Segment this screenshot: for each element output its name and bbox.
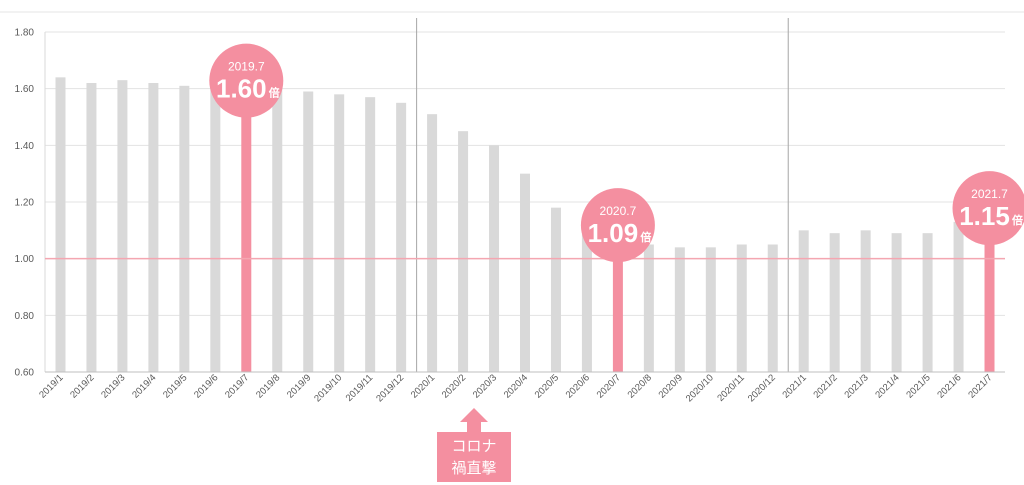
bar [953,221,964,372]
bar [550,207,561,372]
bar [705,247,716,372]
bubble-date: 2019.7 [228,60,265,74]
bubble-date: 2021.7 [971,187,1008,201]
bar [86,83,97,372]
x-tick-label: 2021/2 [811,372,839,400]
annotation-bubble: 2021.71.15 倍 [952,171,1024,246]
bar [736,244,747,372]
x-tick-label: 2019/8 [254,372,282,400]
x-tick-label: 2019/4 [130,372,158,400]
bar [396,102,407,372]
bar [148,83,159,372]
x-tick-label: 2019/2 [68,372,96,400]
bar [798,230,809,372]
x-tick-label: 2021/4 [873,372,901,400]
highlight-bar [241,88,252,373]
x-tick-label: 2020/1 [409,372,437,400]
x-tick-label: 2021/1 [781,372,809,400]
x-tick-label: 2019/10 [312,372,344,404]
x-tick-label: 2019/12 [374,372,406,404]
x-tick-label: 2021/7 [966,372,994,400]
y-tick-label: 1.00 [15,254,35,265]
bar [458,131,469,372]
bubble-value: 1.15 [959,201,1010,231]
x-tick-label: 2019/5 [161,372,189,400]
bar [55,77,66,372]
x-tick-label: 2021/5 [904,372,932,400]
x-tick-label: 2019/1 [37,372,65,400]
bubble-value: 1.09 [588,218,639,248]
callout-arrow-icon [460,408,488,422]
annotation-bubble: 2019.71.60 倍 [209,43,284,118]
annotation-bubble: 2020.71.09 倍 [580,188,655,263]
bubble-date: 2020.7 [600,204,637,218]
x-tick-label: 2020/11 [715,372,747,404]
bar [427,114,438,373]
bar [767,244,778,372]
bar [179,85,190,372]
bubble-unit: 倍 [1012,213,1023,227]
x-tick-label: 2020/3 [471,372,499,400]
bubble-circle [209,43,284,118]
bars [55,77,995,373]
bar [829,233,840,372]
bubble-unit: 倍 [269,86,280,100]
x-tick-label: 2021/6 [935,372,963,400]
y-tick-label: 0.60 [15,368,35,379]
callout-line-1: コロナ [451,437,497,455]
y-tick-label: 0.80 [15,311,35,322]
y-axis: 0.60 0.80 1.00 1.20 1.40 1.60 1.80 [15,28,46,379]
y-tick-label: 1.60 [15,84,35,95]
bubble-unit: 倍 [640,230,651,244]
x-tick-label: 2020/2 [440,372,468,400]
y-tick-label: 1.20 [15,198,35,209]
highlight-bar [612,233,623,372]
x-tick-label: 2020/10 [684,372,716,404]
bar [272,88,283,373]
x-tick-label: 2020/9 [657,372,685,400]
bubble-circle [952,171,1024,246]
x-tick-label: 2019/3 [99,372,127,400]
x-tick-label: 2020/4 [502,372,530,400]
x-tick-label: 2021/3 [842,372,870,400]
bar [334,94,345,372]
year-dividers [416,18,789,372]
x-tick-label: 2019/9 [285,372,313,400]
x-tick-label: 2020/8 [626,372,654,400]
bar [922,233,933,372]
x-tick-label: 2020/12 [746,372,778,404]
bar [210,85,221,372]
corona-callout: コロナ 禍直撃 [437,432,511,482]
bar [303,91,314,372]
x-tick-label: 2019/11 [344,372,376,404]
x-axis: 2019/1 2019/2 2019/3 2019/4 2019/5 2019/6 2019… [37,371,1005,404]
callout-line-2: 禍直撃 [451,459,497,477]
x-tick-label: 2019/7 [223,372,251,400]
y-tick-label: 1.80 [15,28,35,39]
bar [674,247,685,372]
bar [860,230,871,372]
bar [117,80,128,373]
bar [891,233,902,372]
bar [365,97,376,373]
x-tick-label: 2020/7 [595,372,623,400]
y-tick-label: 1.40 [15,141,35,152]
x-tick-label: 2020/5 [533,372,561,400]
callout-stem [467,421,481,433]
bar [520,173,530,372]
bar [581,224,592,372]
highlight-bar [984,216,995,372]
x-tick-label: 2020/6 [564,372,592,400]
bar [643,244,654,372]
bubble-circle [580,188,655,263]
bubble-value: 1.60 [216,74,267,104]
x-tick-label: 2019/6 [192,372,220,400]
